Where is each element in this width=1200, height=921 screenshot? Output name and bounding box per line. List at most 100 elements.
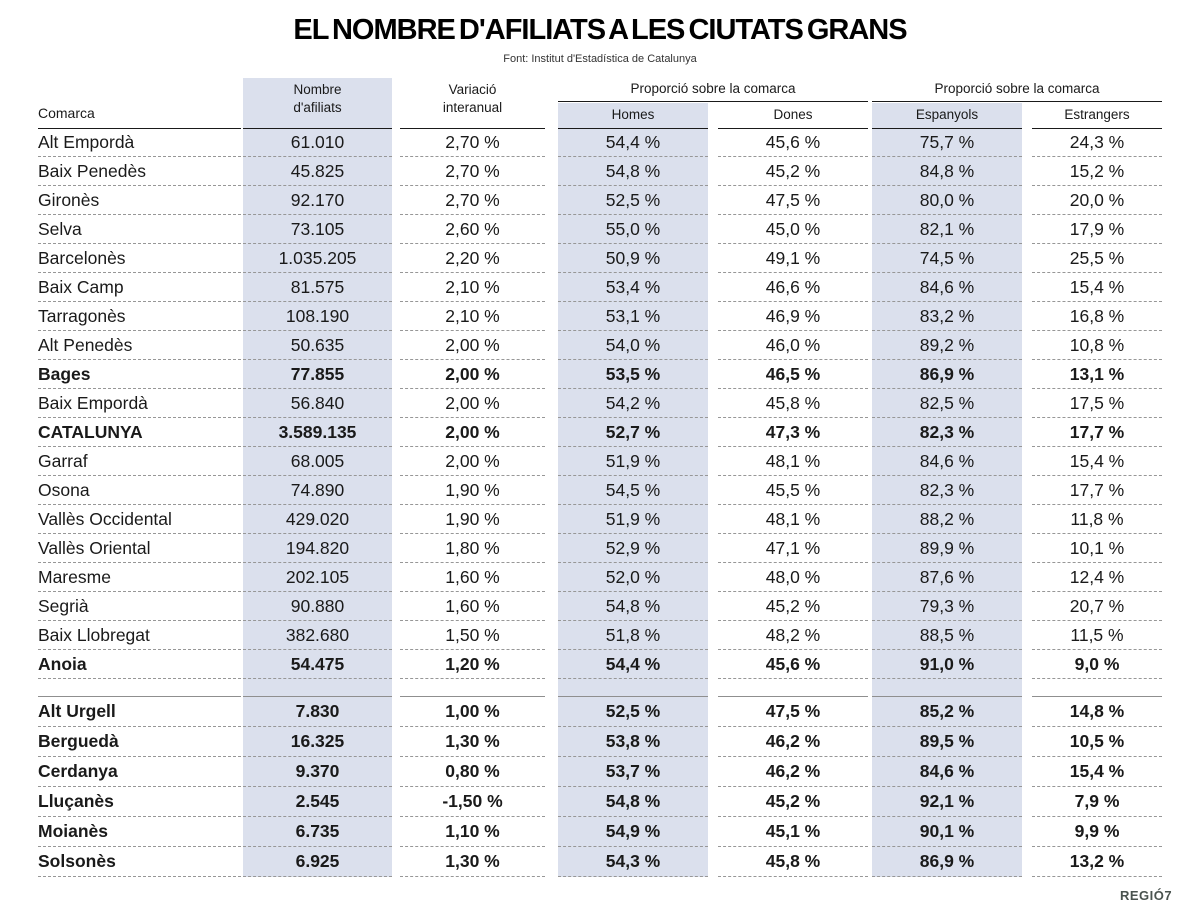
page-title: EL NOMBRE D'AFILIATS A LES CIUTATS GRANS	[293, 14, 907, 46]
table-row: Baix Empordà 56.840 2,00 % 54,2 % 45,8 % 82,5…	[38, 389, 1162, 418]
cell-dones: 48,1 %	[718, 505, 868, 534]
cell-comarca: Anoia	[38, 650, 241, 679]
cell-espanyols: 84,8 %	[872, 157, 1022, 186]
cell-afiliats: 7.830	[243, 697, 392, 727]
cell-comarca: Bages	[38, 360, 241, 389]
cell-variacio: 1,60 %	[400, 563, 545, 592]
table-row: Barcelonès 1.035.205 2,20 % 50,9 % 49,1 % 74,…	[38, 244, 1162, 273]
cell-dones: 45,8 %	[718, 847, 868, 877]
cell-estrangers: 17,7 %	[1032, 418, 1162, 447]
cell-estrangers: 24,3 %	[1032, 128, 1162, 157]
cell-afiliats: 68.005	[243, 447, 392, 476]
cell-espanyols: 85,2 %	[872, 697, 1022, 727]
cell-afiliats: 2.545	[243, 787, 392, 817]
table-row: Garraf 68.005 2,00 % 51,9 % 48,1 % 84,6 % 15,4…	[38, 447, 1162, 476]
data-table: Proporció sobre la comarca Proporció sob…	[38, 78, 1162, 877]
table-row: Baix Camp 81.575 2,10 % 53,4 % 46,6 % 84,6 % 1…	[38, 273, 1162, 302]
cell-comarca: CATALUNYA	[38, 418, 241, 447]
cell-variacio: 2,70 %	[400, 186, 545, 215]
cell-estrangers: 13,1 %	[1032, 360, 1162, 389]
table-row: Vallès Oriental 194.820 1,80 % 52,9 % 47,1 %…	[38, 534, 1162, 563]
cell-afiliats: 1.035.205	[243, 244, 392, 273]
cell-afiliats: 382.680	[243, 621, 392, 650]
table-group-small-comarques: Alt Urgell 7.830 1,00 % 52,5 % 47,5 % 85,2 % 1…	[38, 697, 1162, 877]
cell-espanyols: 86,9 %	[872, 360, 1022, 389]
cell-homes: 54,8 %	[558, 592, 708, 621]
table-row: Gironès 92.170 2,70 % 52,5 % 47,5 % 80,0 % 20,…	[38, 186, 1162, 215]
cell-afiliats: 92.170	[243, 186, 392, 215]
group-header-espanyols-estrangers: Proporció sobre la comarca	[872, 81, 1162, 102]
cell-comarca: Lluçanès	[38, 787, 241, 817]
cell-afiliats: 90.880	[243, 592, 392, 621]
cell-estrangers: 15,4 %	[1032, 447, 1162, 476]
cell-variacio: 1,80 %	[400, 534, 545, 563]
cell-estrangers: 17,7 %	[1032, 476, 1162, 505]
cell-afiliats: 77.855	[243, 360, 392, 389]
cell-comarca: Selva	[38, 215, 241, 244]
cell-comarca: Baix Penedès	[38, 157, 241, 186]
column-header-espanyols: Espanyols	[915, 107, 979, 122]
cell-variacio: 2,70 %	[400, 157, 545, 186]
cell-homes: 52,5 %	[558, 697, 708, 727]
table-row: Cerdanya 9.370 0,80 % 53,7 % 46,2 % 84,6 % 15,…	[38, 757, 1162, 787]
cell-variacio: 2,10 %	[400, 273, 545, 302]
cell-comarca: Segrià	[38, 592, 241, 621]
cell-dones: 45,0 %	[718, 215, 868, 244]
cell-espanyols: 91,0 %	[872, 650, 1022, 679]
cell-dones: 45,2 %	[718, 592, 868, 621]
cell-comarca: Tarragonès	[38, 302, 241, 331]
cell-homes: 53,1 %	[558, 302, 708, 331]
cell-homes: 54,8 %	[558, 787, 708, 817]
column-header-afiliats-line1: Nombre	[293, 82, 342, 97]
cell-variacio: 2,20 %	[400, 244, 545, 273]
source-caption: Font: Institut d'Estadística de Cataluny…	[503, 53, 697, 65]
cell-variacio: 1,30 %	[400, 727, 545, 757]
cell-dones: 47,1 %	[718, 534, 868, 563]
cell-homes: 53,5 %	[558, 360, 708, 389]
cell-variacio: 2,10 %	[400, 302, 545, 331]
cell-dones: 45,2 %	[718, 787, 868, 817]
cell-comarca: Baix Llobregat	[38, 621, 241, 650]
cell-variacio: 1,60 %	[400, 592, 545, 621]
table-row: Bages 77.855 2,00 % 53,5 % 46,5 % 86,9 % 13,1 …	[38, 360, 1162, 389]
cell-afiliats: 202.105	[243, 563, 392, 592]
cell-afiliats: 6.735	[243, 817, 392, 847]
cell-estrangers: 15,4 %	[1032, 273, 1162, 302]
cell-afiliats: 194.820	[243, 534, 392, 563]
table-row: Alt Penedès 50.635 2,00 % 54,0 % 46,0 % 89,2 …	[38, 331, 1162, 360]
cell-homes: 51,9 %	[558, 505, 708, 534]
cell-estrangers: 9,0 %	[1032, 650, 1162, 679]
cell-dones: 46,5 %	[718, 360, 868, 389]
cell-homes: 53,4 %	[558, 273, 708, 302]
column-header-afiliats: Nombre d'afiliats	[243, 81, 392, 116]
cell-variacio: 2,70 %	[400, 128, 545, 157]
cell-dones: 45,5 %	[718, 476, 868, 505]
cell-dones: 46,2 %	[718, 757, 868, 787]
table-row: Maresme 202.105 1,60 % 52,0 % 48,0 % 87,6 % 12…	[38, 563, 1162, 592]
cell-estrangers: 11,8 %	[1032, 505, 1162, 534]
cell-espanyols: 88,5 %	[872, 621, 1022, 650]
cell-estrangers: 10,5 %	[1032, 727, 1162, 757]
cell-homes: 52,5 %	[558, 186, 708, 215]
cell-dones: 49,1 %	[718, 244, 868, 273]
cell-homes: 54,8 %	[558, 157, 708, 186]
cell-variacio: 2,00 %	[400, 360, 545, 389]
table-row: Tarragonès 108.190 2,10 % 53,1 % 46,9 % 83,2 …	[38, 302, 1162, 331]
table-row: Alt Empordà 61.010 2,70 % 54,4 % 45,6 % 75,7 …	[38, 128, 1162, 157]
cell-estrangers: 20,0 %	[1032, 186, 1162, 215]
cell-comarca: Solsonès	[38, 847, 241, 877]
cell-espanyols: 89,2 %	[872, 331, 1022, 360]
cell-estrangers: 13,2 %	[1032, 847, 1162, 877]
table-row: Lluçanès 2.545 -1,50 % 54,8 % 45,2 % 92,1 % 7,…	[38, 787, 1162, 817]
cell-afiliats: 54.475	[243, 650, 392, 679]
cell-variacio: 1,30 %	[400, 847, 545, 877]
cell-homes: 54,0 %	[558, 331, 708, 360]
cell-comarca: Baix Empordà	[38, 389, 241, 418]
cell-espanyols: 84,6 %	[872, 757, 1022, 787]
cell-estrangers: 17,9 %	[1032, 215, 1162, 244]
cell-homes: 54,5 %	[558, 476, 708, 505]
column-header-comarca: Comarca	[38, 105, 95, 121]
cell-variacio: 1,00 %	[400, 697, 545, 727]
cell-comarca: Vallès Oriental	[38, 534, 241, 563]
